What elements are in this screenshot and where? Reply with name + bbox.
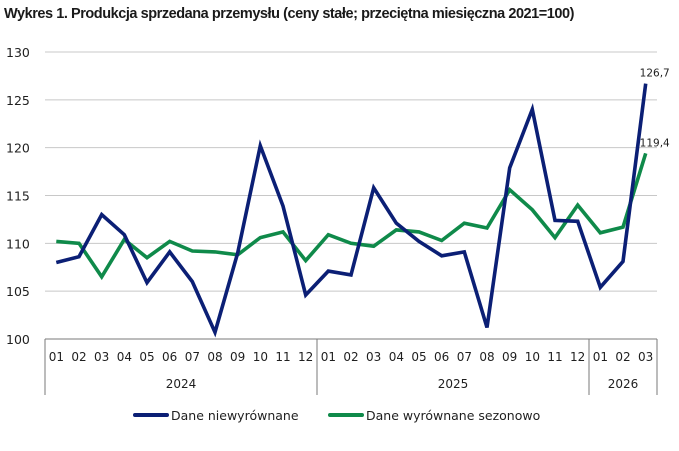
- x-tick-label: 03: [94, 350, 109, 364]
- y-tick-label: 105: [6, 284, 30, 299]
- x-tick-label: 02: [343, 350, 358, 364]
- x-tick-label: 02: [71, 350, 86, 364]
- series-lines: [55, 83, 648, 338]
- x-tick-label: 03: [638, 350, 653, 364]
- legend-label-seasonally-adjusted: Dane wyrównane sezonowo: [366, 407, 541, 423]
- year-label: 2024: [166, 377, 197, 391]
- y-tick-label: 125: [6, 93, 30, 108]
- data-labels: 119,4 126,7: [640, 68, 670, 150]
- x-tick-label: 03: [366, 350, 381, 364]
- legend-label-unadjusted: Dane niewyrównane: [171, 407, 299, 423]
- x-tick-label: 07: [185, 350, 200, 364]
- y-tick-label: 130: [6, 45, 30, 60]
- chart-title: Wykres 1. Produkcja sprzedana przemysłu …: [4, 6, 575, 22]
- data-label: 119,4: [640, 137, 670, 149]
- year-label: 2026: [608, 377, 639, 391]
- y-tick-label: 110: [6, 236, 30, 251]
- x-tick-label: 01: [593, 350, 608, 364]
- year-label: 2025: [438, 377, 469, 391]
- legend-swatch-unadjusted: [133, 413, 169, 417]
- x-tick-label: 02: [615, 350, 630, 364]
- gridlines: [45, 51, 657, 292]
- x-tick-label: 05: [411, 350, 426, 364]
- x-tick-label: 09: [502, 350, 517, 364]
- legend-swatch-seasonally-adjusted: [328, 413, 364, 417]
- x-tick-label: 09: [230, 350, 245, 364]
- x-tick-label: 08: [479, 350, 494, 364]
- legend: Dane niewyrównane Dane wyrównane sezonow…: [0, 404, 679, 426]
- x-tick-label: 04: [117, 350, 132, 364]
- series-line-unadjusted: [55, 83, 648, 338]
- data-label: 126,7: [640, 68, 670, 80]
- x-tick-label: 08: [207, 350, 222, 364]
- series-line-seasonally-adjusted: [56, 152, 648, 281]
- x-tick-label: 10: [525, 350, 540, 364]
- x-tick-label: 10: [253, 350, 268, 364]
- x-axis: 01 02 03 04 05 06 07 08 09 10 11 12 01 02 03 04 05 06 07 08…: [44, 338, 658, 395]
- x-tick-label: 01: [49, 350, 64, 364]
- y-axis-ticks: 100 105 110 115 120 125 130: [6, 45, 30, 347]
- x-tick-label: 11: [275, 350, 290, 364]
- x-tick-label: 04: [389, 350, 404, 364]
- legend-item-unadjusted: Dane niewyrównane: [133, 404, 299, 426]
- legend-item-seasonally-adjusted: Dane wyrównane sezonowo: [328, 404, 540, 426]
- x-tick-label: 12: [298, 350, 313, 364]
- x-tick-label: 06: [434, 350, 449, 364]
- x-tick-label: 05: [139, 350, 154, 364]
- x-tick-label: 07: [457, 350, 472, 364]
- x-tick-label: 06: [162, 350, 177, 364]
- y-tick-label: 100: [6, 332, 30, 347]
- x-tick-label: 12: [570, 350, 585, 364]
- y-tick-label: 115: [6, 189, 30, 204]
- x-tick-label: 01: [321, 350, 336, 364]
- y-tick-label: 120: [6, 141, 30, 156]
- x-tick-label: 11: [547, 350, 562, 364]
